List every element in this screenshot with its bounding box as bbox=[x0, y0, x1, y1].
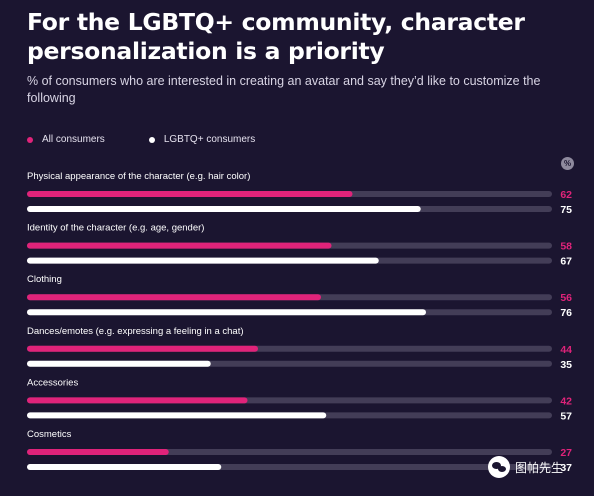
chart-subtitle: % of consumers who are interested in cre… bbox=[27, 74, 541, 105]
bar-dances-emotes-all-consumers bbox=[27, 345, 258, 352]
legend-label-all-consumers: All consumers bbox=[42, 134, 105, 145]
value-label-dances-emotes-lgbtq-consumers: 35 bbox=[560, 359, 572, 371]
value-label-accessories-lgbtq-consumers: 57 bbox=[560, 410, 572, 422]
category-label-cosmetics: Cosmetics bbox=[27, 429, 72, 440]
legend-swatch-lgbtq-consumers bbox=[148, 136, 155, 143]
bar-dances-emotes-lgbtq-consumers bbox=[27, 360, 211, 367]
legend-swatch-all-consumers bbox=[27, 136, 33, 143]
chart-title: For the LGBTQ+ community, character pers… bbox=[27, 8, 525, 65]
legend-item-lgbtq-consumers: LGBTQ+ consumers bbox=[148, 134, 256, 145]
bar-clothing-lgbtq-consumers bbox=[27, 309, 426, 316]
category-label-identity-of-the-character: Identity of the character (e.g. age, gen… bbox=[27, 223, 204, 234]
legend-item-all-consumers: All consumers bbox=[27, 134, 105, 145]
category-label-accessories: Accessories bbox=[27, 377, 78, 388]
bar-accessories-all-consumers bbox=[27, 397, 248, 404]
value-label-physical-appearance-of-the-character-lgbtq-consumers: 75 bbox=[560, 204, 572, 216]
bar-cosmetics-lgbtq-consumers bbox=[27, 464, 222, 470]
watermark: 图帕先生 bbox=[488, 456, 563, 478]
value-label-physical-appearance-of-the-character-all-consumers: 62 bbox=[560, 189, 572, 201]
bar-physical-appearance-of-the-character-lgbtq-consumers bbox=[27, 206, 421, 212]
bar-identity-of-the-character-lgbtq-consumers bbox=[27, 257, 379, 264]
bar-cosmetics-all-consumers bbox=[27, 449, 169, 455]
bar-clothing-all-consumers bbox=[27, 294, 321, 301]
value-label-cosmetics-all-consumers: 27 bbox=[560, 447, 572, 459]
wechat-icon bbox=[488, 456, 510, 478]
value-label-cosmetics-lgbtq-consumers: 37 bbox=[560, 462, 572, 474]
watermark-text: 图帕先生 bbox=[515, 460, 564, 475]
legend: All consumers LGBTQ+ consumers bbox=[27, 134, 299, 145]
category-label-clothing: Clothing bbox=[27, 274, 62, 285]
value-label-identity-of-the-character-all-consumers: 58 bbox=[560, 241, 572, 253]
value-label-clothing-lgbtq-consumers: 76 bbox=[560, 307, 572, 319]
bar-accessories-lgbtq-consumers bbox=[27, 412, 327, 419]
value-label-accessories-all-consumers: 42 bbox=[560, 395, 572, 407]
category-label-dances-emotes: Dances/emotes (e.g. expressing a feeling… bbox=[27, 326, 244, 337]
category-label-physical-appearance-of-the-character: Physical appearance of the character (e.… bbox=[27, 171, 250, 182]
bar-identity-of-the-character-all-consumers bbox=[27, 242, 332, 249]
value-label-dances-emotes-all-consumers: 44 bbox=[560, 344, 572, 356]
value-label-identity-of-the-character-lgbtq-consumers: 67 bbox=[560, 256, 572, 268]
value-label-clothing-all-consumers: 56 bbox=[560, 292, 572, 304]
percent-unit-icon: % bbox=[561, 157, 574, 170]
bar-physical-appearance-of-the-character-all-consumers bbox=[27, 191, 353, 197]
legend-label-lgbtq-consumers: LGBTQ+ consumers bbox=[163, 134, 256, 145]
